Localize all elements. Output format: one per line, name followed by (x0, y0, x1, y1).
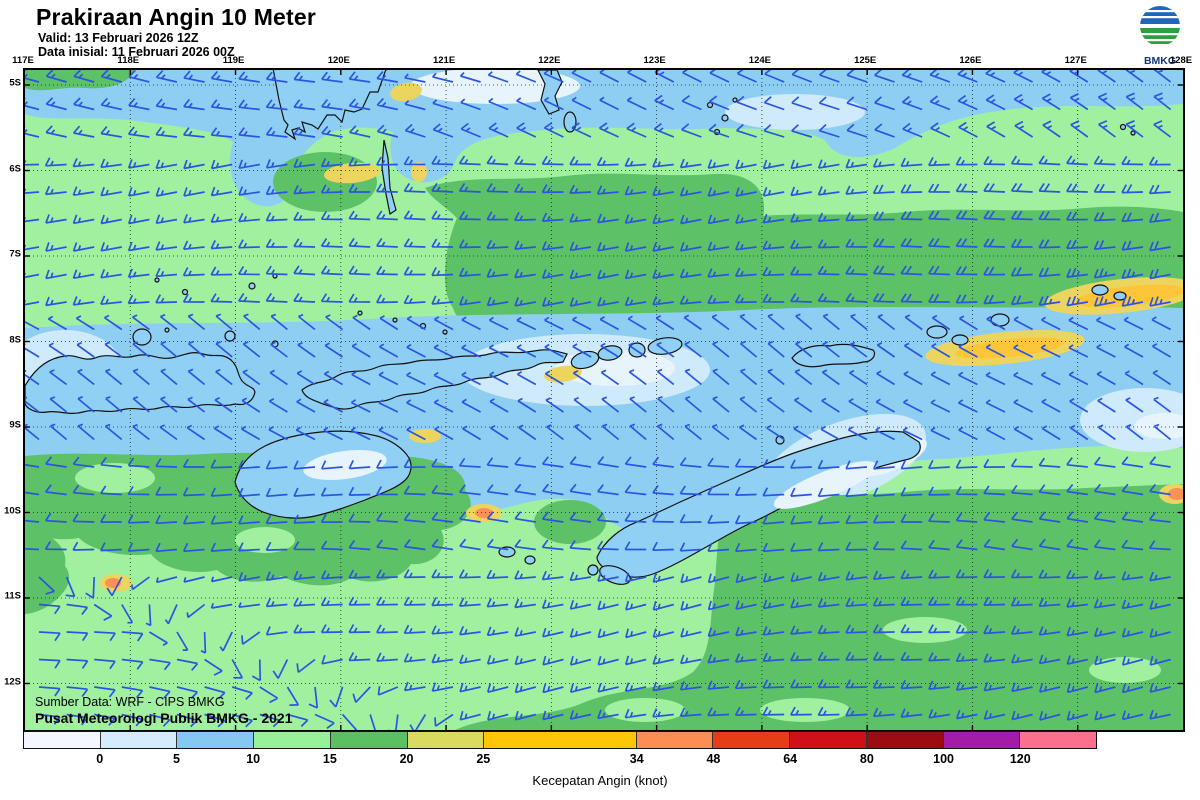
map-svg (25, 70, 1183, 730)
colorbar-tick: 48 (706, 752, 721, 766)
lon-label: 120E (327, 55, 350, 66)
colorbar-segment (943, 732, 1021, 748)
init-time-label: Data inisial: 11 Februari 2026 00Z (38, 45, 235, 59)
colorbar-segment (866, 732, 944, 748)
colorbar-tick: 15 (322, 752, 337, 766)
colorbar-caption: Kecepatan Angin (knot) (532, 773, 668, 788)
colorbar-tick: 10 (246, 752, 261, 766)
lon-label: 128E (1169, 55, 1193, 66)
colorbar-segment (713, 732, 791, 748)
wind-speed-colorbar (23, 731, 1097, 749)
colorbar-tick: 5 (172, 752, 180, 766)
colorbar-tick: 20 (399, 752, 414, 766)
colorbar-segment (636, 732, 714, 748)
source-credit: Sumber Data: WRF - CIPS BMKG Pusat Meteo… (35, 694, 293, 726)
wind-barbs-layer (25, 70, 1172, 730)
colorbar-tick: 0 (96, 752, 104, 766)
lat-label: 9S (9, 419, 21, 431)
colorbar-tick: 80 (859, 752, 874, 766)
colorbar-segment (1020, 732, 1097, 748)
lon-label: 117E (12, 55, 34, 66)
colorbar-tick-labels: 0 5 10 15 20 25 34 48 64 80 100 120 (23, 752, 1097, 768)
lat-label: 8S (9, 334, 21, 345)
colorbar-tick: 25 (476, 752, 491, 766)
colorbar-segment (254, 732, 331, 748)
bmkg-logo: BMKG (1134, 4, 1186, 67)
source-line-1: Sumber Data: WRF - CIPS BMKG (35, 695, 225, 709)
colorbar-segment (100, 732, 178, 748)
colorbar-segment (177, 732, 255, 748)
bmkg-logo-label: BMKG (1143, 55, 1177, 67)
lon-label: 123E (643, 55, 666, 66)
lat-label: 6S (9, 163, 21, 174)
bmkg-logo-icon (1140, 6, 1180, 46)
colorbar-tick: 120 (1009, 752, 1031, 766)
lat-label: 10S (4, 505, 21, 516)
colorbar-segment (407, 732, 485, 748)
lon-label: 125E (854, 55, 877, 66)
colorbar-tick: 64 (783, 752, 798, 766)
lon-label: 126E (959, 55, 982, 66)
colorbar-segment (24, 732, 101, 748)
colorbar-tick: 100 (933, 752, 954, 766)
colorbar-segment (330, 732, 408, 748)
colorbar-segment (790, 732, 867, 748)
colorbar-segment (484, 732, 637, 748)
valid-time-label: Valid: 13 Februari 2026 12Z (38, 31, 199, 45)
lat-label: 7S (9, 248, 21, 260)
source-line-2: Pusat Meteorologi Publik BMKG - 2021 (35, 710, 293, 726)
lon-label: 127E (1064, 55, 1087, 66)
colorbar-tick: 34 (629, 752, 644, 766)
lon-label: 119E (222, 55, 245, 66)
lon-label: 122E (538, 55, 561, 66)
lat-label: 5S (9, 77, 21, 89)
lat-label: 12S (4, 676, 21, 687)
page-title: Prakiraan Angin 10 Meter (36, 4, 317, 30)
lon-label: 121E (432, 55, 456, 66)
lat-label: 11S (4, 590, 21, 602)
wind-map-panel: Sumber Data: WRF - CIPS BMKG Pusat Meteo… (23, 68, 1185, 732)
lon-label: 118E (117, 55, 140, 66)
lon-label: 124E (748, 55, 771, 66)
